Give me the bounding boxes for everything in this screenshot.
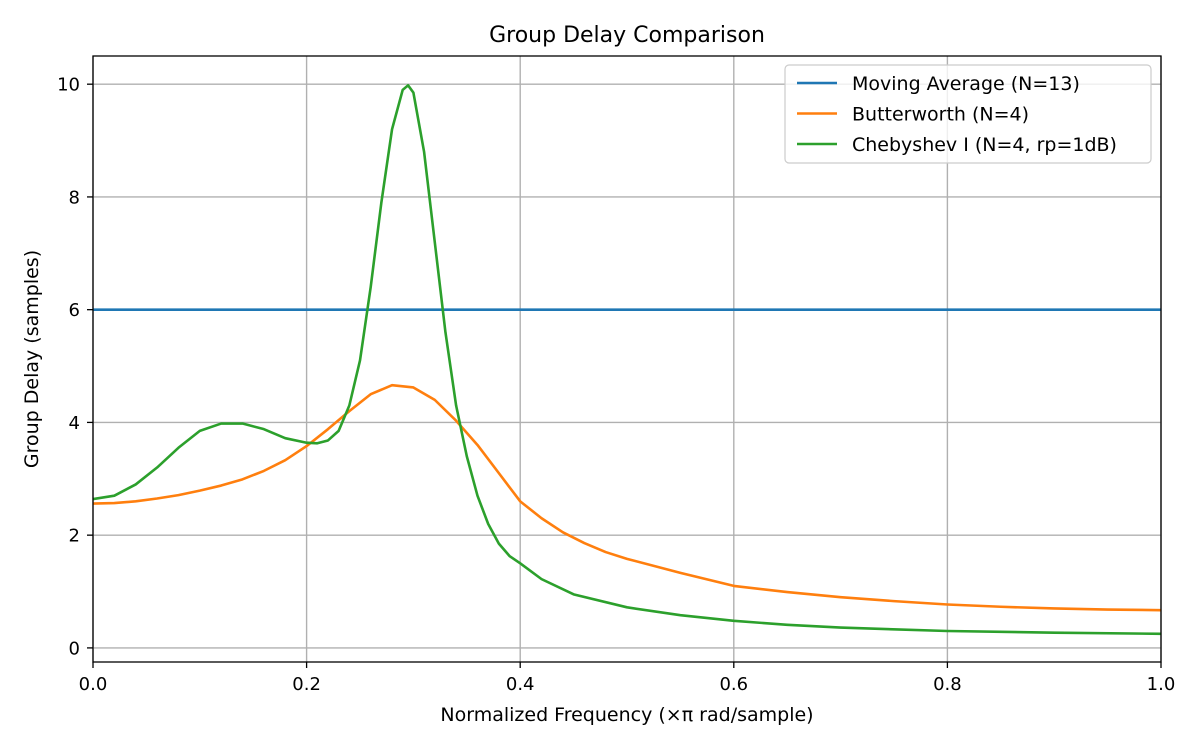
x-tick-label: 0.0 bbox=[79, 674, 108, 695]
x-axis-label: Normalized Frequency (×π rad/sample) bbox=[440, 704, 813, 726]
x-tick-label: 1.0 bbox=[1147, 674, 1176, 695]
legend: Moving Average (N=13) Butterworth (N=4) Ch… bbox=[784, 64, 1152, 164]
x-tick-label: 0.6 bbox=[719, 674, 748, 695]
x-tick-label: 0.2 bbox=[292, 674, 321, 695]
legend-box bbox=[784, 64, 1152, 164]
axis-ticks: 0.0 0.2 0.4 0.6 0.8 1.0 0 2 4 6 8 10 bbox=[57, 75, 1175, 695]
y-tick-label: 2 bbox=[69, 526, 80, 547]
x-tick-label: 0.8 bbox=[933, 674, 962, 695]
legend-label-2: Chebyshev I (N=4, rp=1dB) bbox=[852, 134, 1117, 156]
y-tick-label: 6 bbox=[69, 300, 80, 321]
axes-frame bbox=[92, 55, 1162, 663]
y-tick-label: 0 bbox=[69, 638, 80, 659]
y-tick-label: 4 bbox=[69, 413, 80, 434]
chart-title: Group Delay Comparison bbox=[489, 23, 765, 48]
y-tick-label: 10 bbox=[57, 75, 80, 96]
y-tick-label: 8 bbox=[69, 187, 80, 208]
series-line-2 bbox=[93, 84, 1161, 636]
series-line-1 bbox=[93, 383, 1161, 612]
legend-label-1: Butterworth (N=4) bbox=[852, 104, 1029, 126]
series-lines bbox=[93, 84, 1161, 636]
x-tick-label: 0.4 bbox=[506, 674, 535, 695]
legend-label-0: Moving Average (N=13) bbox=[852, 73, 1080, 95]
y-axis-label: Group Delay (samples) bbox=[21, 250, 43, 468]
